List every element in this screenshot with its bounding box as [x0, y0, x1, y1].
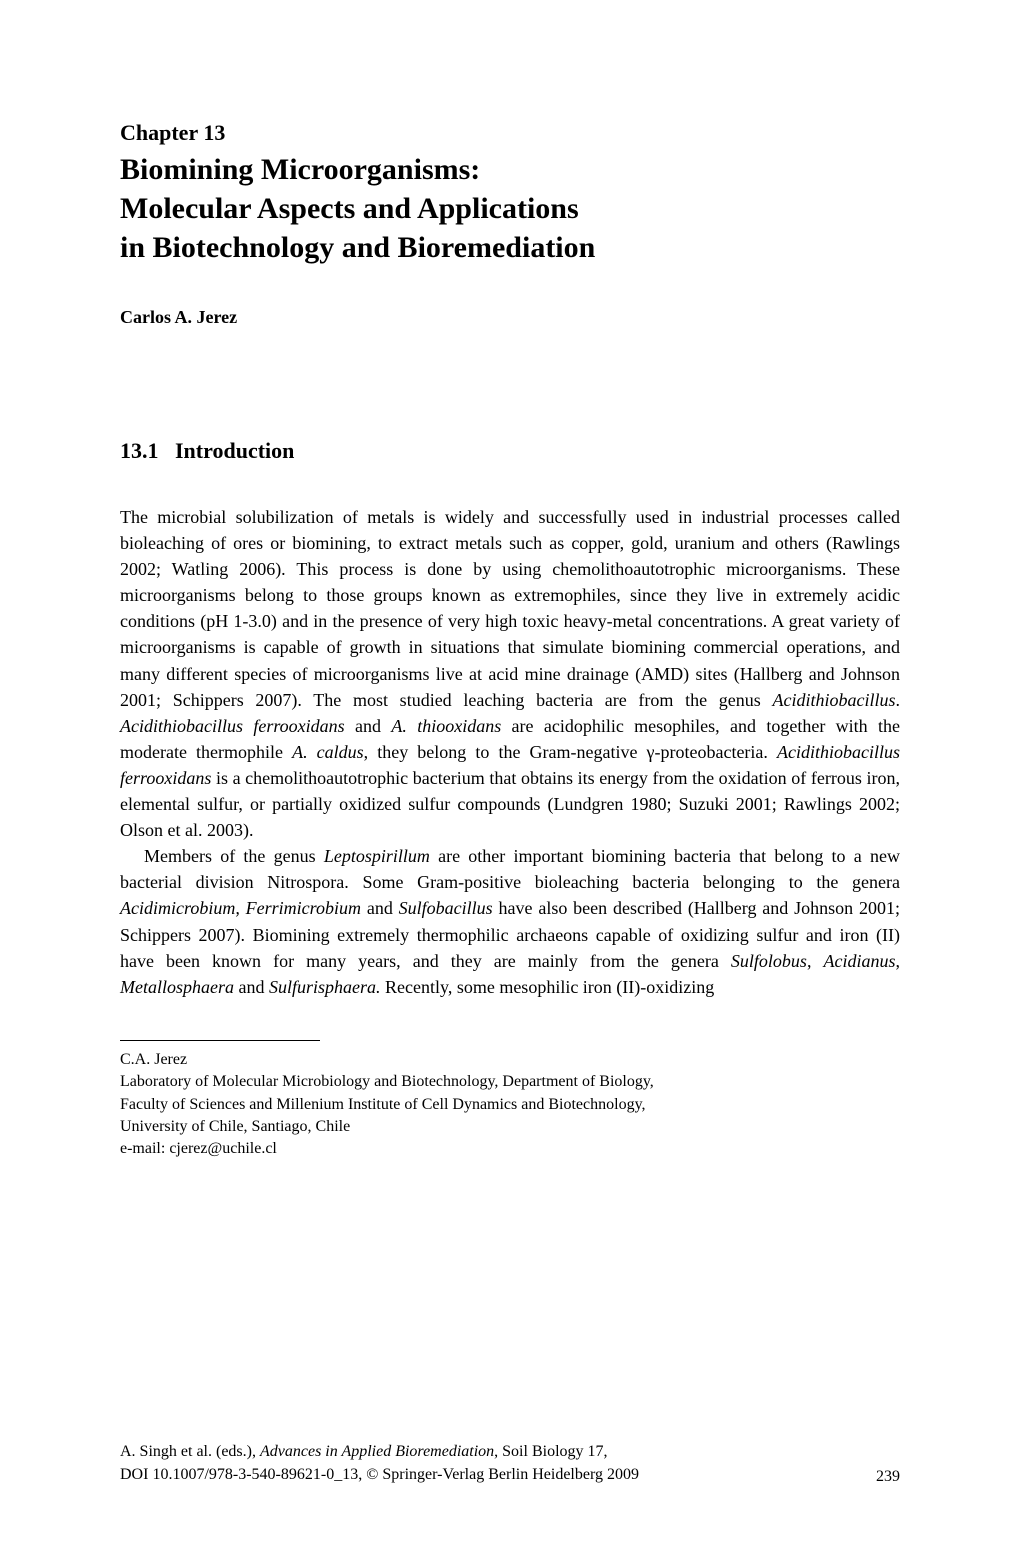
- footnote-affiliation: Laboratory of Molecular Microbiology and…: [120, 1071, 900, 1093]
- page-number: 239: [876, 1468, 900, 1486]
- body-text-part: The microbial solubilization of metals i…: [120, 507, 900, 710]
- body-text-part: Recently, some mesophilic iron (II)-oxid…: [381, 977, 715, 997]
- section-heading: 13.1 Introduction: [120, 438, 900, 464]
- chapter-title-line2: Molecular Aspects and Applications: [120, 192, 579, 225]
- section-number: 13.1: [120, 438, 159, 463]
- body-text-part: ,: [807, 951, 824, 971]
- author-footnote: C.A. Jerez Laboratory of Molecular Micro…: [120, 1049, 900, 1161]
- page-footer: A. Singh et al. (eds.), Advances in Appl…: [120, 1441, 900, 1486]
- chapter-header: Chapter 13 Biomining Microorganisms: Mol…: [120, 120, 900, 267]
- chapter-number: Chapter 13: [120, 120, 900, 146]
- body-paragraph-1: The microbial solubilization of metals i…: [120, 504, 900, 843]
- chapter-title-line3: in Biotechnology and Bioremediation: [120, 231, 595, 264]
- body-text-part: ,: [896, 951, 901, 971]
- body-text-part: and: [234, 977, 269, 997]
- body-text-part: is a chemolithoautotrophic bacterium tha…: [120, 768, 900, 840]
- body-text-part: Members of the genus: [144, 846, 324, 866]
- footnote-author-name: C.A. Jerez: [120, 1049, 900, 1071]
- chapter-title: Biomining Microorganisms: Molecular Aspe…: [120, 150, 900, 267]
- footer-editors: A. Singh et al. (eds.),: [120, 1443, 260, 1460]
- footnote-affiliation: Faculty of Sciences and Millenium Instit…: [120, 1094, 900, 1116]
- body-paragraph-2: Members of the genus Leptospirillum are …: [120, 843, 900, 1000]
- footer-doi: DOI 10.1007/978-3-540-89621-0_13, © Spri…: [120, 1466, 639, 1483]
- footer-series: , Soil Biology 17,: [494, 1443, 607, 1460]
- author-name: Carlos A. Jerez: [120, 307, 900, 328]
- footer-citation: A. Singh et al. (eds.), Advances in Appl…: [120, 1441, 639, 1486]
- species-name: A. thiooxidans: [391, 716, 501, 736]
- species-name: Acidithiobacillus ferrooxidans: [120, 716, 345, 736]
- genus-name: Acidithiobacillus: [773, 690, 896, 710]
- genus-name: Sulfolobus: [731, 951, 807, 971]
- genus-name: Sulfurisphaera.: [269, 977, 381, 997]
- footnote-separator: [120, 1040, 320, 1041]
- body-text-part: , they belong to the Gram-negative γ-pro…: [364, 742, 777, 762]
- body-text-part: and: [345, 716, 392, 736]
- body-text-part: and: [361, 898, 399, 918]
- genus-name: Metallosphaera: [120, 977, 234, 997]
- species-name: A. caldus: [292, 742, 364, 762]
- chapter-title-line1: Biomining Microorganisms:: [120, 153, 480, 186]
- footer-book-title: Advances in Applied Bioremediation: [260, 1443, 494, 1460]
- footnote-email: e-mail: cjerez@uchile.cl: [120, 1138, 900, 1160]
- genus-name: Acidimicrobium, Ferrimicrobium: [120, 898, 361, 918]
- body-text-part: .: [896, 690, 901, 710]
- section-title: Introduction: [175, 438, 294, 463]
- genus-name: Leptospirillum: [324, 846, 430, 866]
- genus-name: Acidianus: [824, 951, 896, 971]
- footnote-affiliation: University of Chile, Santiago, Chile: [120, 1116, 900, 1138]
- genus-name: Sulfobacillus: [399, 898, 493, 918]
